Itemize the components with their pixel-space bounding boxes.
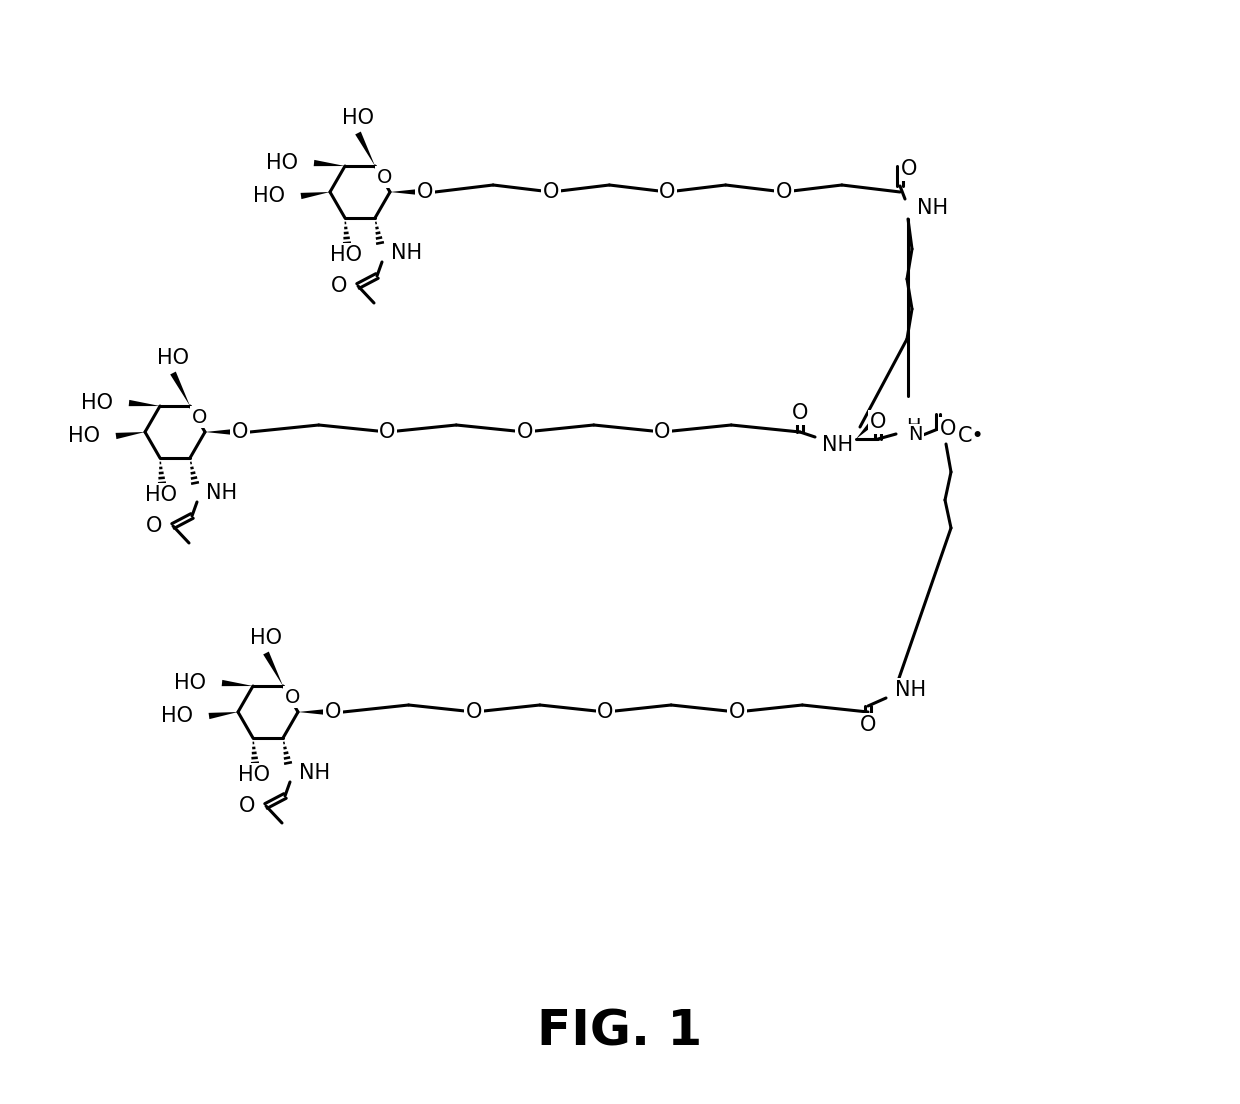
Text: O: O [192, 407, 207, 426]
Text: O: O [729, 702, 745, 722]
Polygon shape [222, 680, 253, 687]
Text: O: O [331, 276, 347, 296]
Text: O: O [377, 168, 392, 187]
Text: HO: HO [145, 485, 177, 505]
Polygon shape [263, 651, 283, 686]
Text: HO: HO [174, 673, 206, 693]
Text: O: O [859, 715, 877, 735]
Polygon shape [205, 429, 229, 435]
Text: NH: NH [895, 680, 926, 700]
Text: HO: HO [342, 108, 374, 128]
Text: FIG. 1: FIG. 1 [537, 1008, 703, 1057]
Text: O: O [417, 182, 433, 202]
Text: N: N [908, 425, 923, 445]
Text: HO: HO [238, 765, 270, 785]
Text: HO: HO [250, 628, 281, 648]
Polygon shape [129, 400, 160, 406]
Text: O: O [543, 182, 559, 202]
Text: O: O [238, 796, 255, 816]
Text: O: O [940, 420, 956, 439]
Text: O: O [869, 412, 887, 432]
Text: NH: NH [299, 763, 330, 783]
Text: HO: HO [253, 185, 285, 206]
Text: HO: HO [161, 705, 193, 726]
Text: O: O [232, 422, 248, 442]
Text: O: O [145, 516, 162, 535]
Text: NH: NH [918, 198, 949, 217]
Text: C•: C• [959, 426, 985, 446]
Text: O: O [655, 422, 671, 442]
Polygon shape [314, 160, 345, 167]
Polygon shape [355, 131, 374, 166]
Text: HO: HO [330, 245, 362, 265]
Text: NH: NH [391, 243, 422, 263]
Text: HO: HO [81, 393, 113, 413]
Text: NH: NH [822, 435, 853, 455]
Text: O: O [792, 403, 808, 423]
Text: O: O [660, 182, 676, 202]
Text: HO: HO [267, 153, 298, 173]
Text: O: O [900, 159, 918, 179]
Polygon shape [298, 710, 322, 714]
Polygon shape [115, 432, 145, 439]
Text: H: H [906, 417, 920, 436]
Polygon shape [300, 192, 330, 199]
Text: HO: HO [68, 426, 100, 446]
Text: O: O [285, 688, 300, 707]
Text: O: O [466, 702, 482, 722]
Text: O: O [379, 422, 396, 442]
Text: O: O [598, 702, 614, 722]
Text: O: O [325, 702, 341, 722]
Text: O: O [517, 422, 533, 442]
Polygon shape [856, 422, 873, 439]
Text: NH: NH [206, 482, 237, 503]
Polygon shape [208, 712, 238, 719]
Polygon shape [391, 190, 415, 194]
Polygon shape [170, 372, 190, 406]
Text: O: O [775, 182, 792, 202]
Text: HO: HO [157, 348, 188, 368]
